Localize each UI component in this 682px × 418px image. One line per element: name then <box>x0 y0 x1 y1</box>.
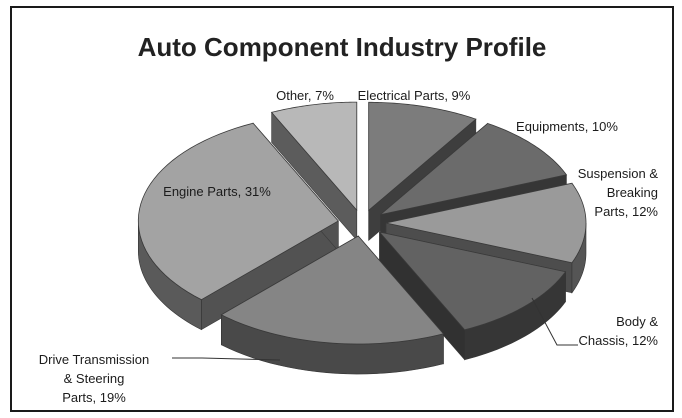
slice-label-line: Chassis, 12% <box>579 333 659 348</box>
slice-label-line: Drive Transmission <box>39 352 150 367</box>
slice-label-line: Suspension & <box>578 166 659 181</box>
pie-slice-engine-parts <box>137 122 339 301</box>
leader-line <box>531 297 578 346</box>
pie-chart: Auto Component Industry Profile Electric… <box>39 32 659 405</box>
slice-label: Drive Transmission & Steering Parts, 19% <box>39 352 150 405</box>
slice-label-line: Electrical Parts, 9% <box>358 88 471 103</box>
pie-slice-tops <box>137 101 587 345</box>
slice-label: Suspension & Breaking Parts, 12% <box>578 166 659 219</box>
slice-label-line: Equipments, 10% <box>516 119 618 134</box>
pie-slice-electrical-parts <box>368 101 477 212</box>
chart-frame: Auto Component Industry Profile Electric… <box>10 6 674 412</box>
slice-label-line: Breaking <box>607 185 658 200</box>
pie-slice-suspension-breaking-parts <box>385 182 587 264</box>
slice-label-line: Engine Parts, 31% <box>163 184 271 199</box>
slice-label: Equipments, 10% <box>516 119 618 134</box>
slice-label: Electrical Parts, 9% <box>358 88 471 103</box>
slice-label-line: Other, 7% <box>276 88 334 103</box>
pie-slice-other <box>270 101 358 212</box>
chart-title: Auto Component Industry Profile <box>138 32 547 62</box>
slice-labels: Electrical Parts, 9% Equipments, 10% Suspe… <box>39 88 659 405</box>
slice-label: Body & Chassis, 12% <box>579 314 659 348</box>
slice-label-line: Body & <box>616 314 658 329</box>
slice-label-line: Parts, 19% <box>62 390 126 405</box>
leader-lines <box>172 297 578 361</box>
slice-label: Engine Parts, 31% <box>163 184 271 199</box>
slice-label-line: Parts, 12% <box>594 204 658 219</box>
pie-slice-equipments <box>380 122 568 215</box>
slice-label: Other, 7% <box>276 88 334 103</box>
leader-line <box>172 357 281 361</box>
pie-slice-body-chassis <box>378 231 567 331</box>
slice-label-line: & Steering <box>64 371 125 386</box>
pie-slice-drive-transmission-steering-parts <box>220 235 445 345</box>
